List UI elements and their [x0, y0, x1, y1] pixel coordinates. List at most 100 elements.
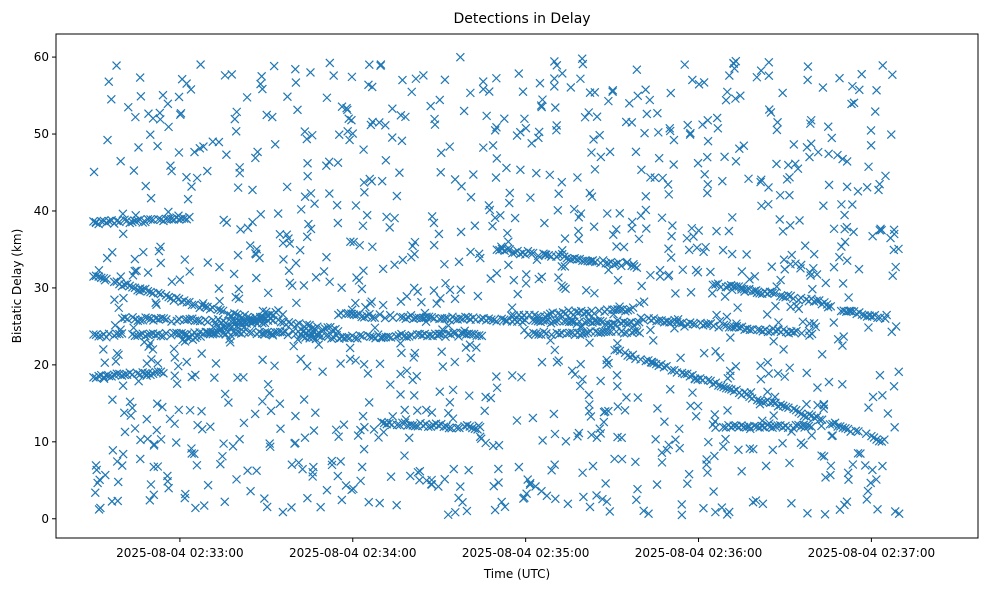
data-point — [825, 470, 835, 480]
data-point — [713, 123, 723, 133]
data-point — [347, 305, 357, 315]
data-point — [211, 359, 221, 368]
data-point — [174, 148, 184, 157]
data-point — [550, 429, 560, 439]
data-point — [187, 300, 197, 310]
data-point — [384, 418, 394, 428]
data-point — [203, 317, 213, 327]
data-point — [592, 317, 602, 327]
data-point — [491, 372, 501, 381]
data-point — [322, 93, 332, 103]
data-point — [866, 140, 876, 150]
data-point — [764, 71, 774, 81]
data-point — [196, 60, 206, 70]
data-point — [821, 472, 830, 482]
data-point — [359, 187, 369, 197]
data-point — [270, 139, 280, 149]
data-point — [557, 245, 567, 255]
data-point — [835, 73, 844, 83]
data-point — [238, 372, 248, 382]
data-point — [363, 368, 373, 378]
data-point — [872, 85, 881, 95]
data-point — [553, 309, 563, 318]
data-point — [702, 152, 712, 162]
data-point — [347, 72, 357, 82]
data-point — [729, 421, 739, 431]
data-point — [841, 423, 850, 433]
data-point — [390, 260, 400, 270]
data-point — [693, 267, 703, 277]
data-point — [222, 218, 232, 227]
data-point — [363, 330, 373, 340]
data-point — [478, 77, 488, 87]
data-point — [427, 211, 437, 221]
data-point — [400, 112, 410, 122]
data-point — [657, 213, 667, 223]
data-point — [553, 205, 563, 215]
data-point — [882, 310, 892, 320]
data-point — [107, 372, 117, 381]
data-point — [807, 284, 817, 294]
data-point — [654, 153, 664, 163]
data-point — [260, 327, 270, 337]
data-point — [683, 120, 693, 130]
data-point — [799, 420, 809, 430]
data-point — [721, 383, 731, 393]
data-point — [628, 350, 638, 360]
data-point — [860, 461, 870, 470]
data-point — [727, 212, 737, 222]
data-point — [877, 390, 887, 400]
data-point — [502, 244, 512, 254]
data-point — [270, 361, 279, 371]
data-point — [632, 65, 642, 75]
data-point — [229, 309, 239, 318]
data-point — [437, 347, 447, 357]
data-point — [547, 465, 557, 475]
data-point — [541, 250, 551, 260]
data-point — [733, 303, 743, 313]
data-point — [404, 433, 414, 443]
data-point — [96, 216, 106, 226]
data-point — [592, 112, 602, 122]
data-point — [685, 371, 695, 381]
data-point — [353, 431, 363, 440]
data-point — [384, 332, 393, 342]
data-point — [600, 406, 610, 416]
data-point — [461, 343, 471, 353]
data-point — [364, 497, 374, 507]
data-point — [701, 242, 711, 252]
data-point — [377, 417, 387, 427]
data-point — [596, 428, 606, 438]
data-point — [497, 314, 507, 324]
data-point — [454, 493, 464, 503]
data-point — [388, 313, 398, 323]
data-point — [203, 480, 213, 490]
data-point — [398, 75, 407, 85]
data-point — [233, 250, 243, 260]
data-point — [492, 122, 501, 132]
data-point — [613, 338, 622, 348]
data-point — [621, 117, 631, 127]
data-point — [665, 384, 675, 394]
data-point — [400, 405, 410, 415]
data-point — [251, 249, 261, 259]
data-point — [610, 454, 619, 464]
data-point — [477, 331, 487, 341]
data-point — [804, 410, 814, 419]
data-point — [596, 376, 606, 386]
data-point — [282, 182, 292, 192]
data-point — [878, 461, 887, 471]
data-point — [680, 369, 690, 379]
data-point — [538, 95, 547, 105]
data-point — [263, 288, 273, 298]
data-point — [308, 472, 318, 481]
data-point — [90, 488, 100, 498]
data-point — [135, 73, 145, 82]
data-point — [191, 503, 200, 513]
data-point — [132, 266, 141, 276]
data-point — [99, 273, 109, 283]
data-point — [867, 465, 877, 475]
data-point — [182, 172, 191, 182]
data-point — [543, 310, 552, 320]
data-point — [550, 494, 560, 504]
